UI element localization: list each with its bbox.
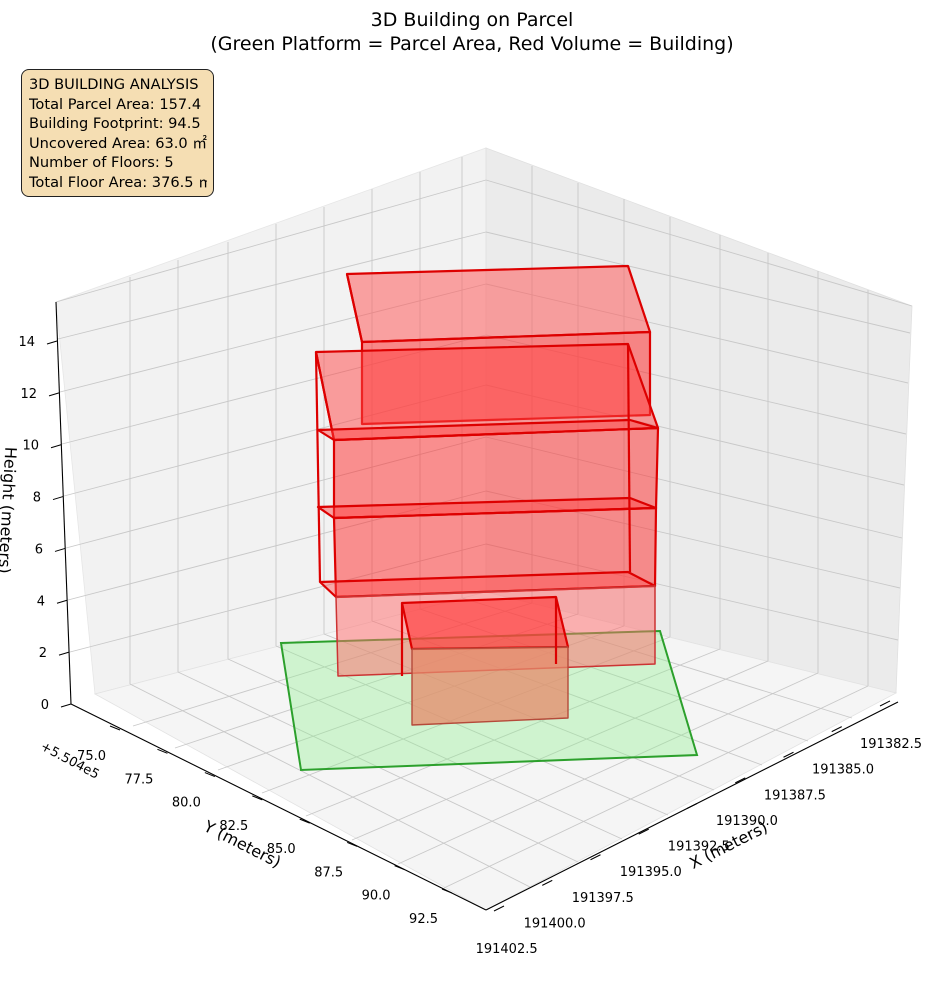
x-tick-3 bbox=[735, 777, 746, 784]
y-tick-5 bbox=[346, 841, 358, 847]
info-box-heading: 3D BUILDING ANALYSIS bbox=[29, 76, 199, 93]
building-analysis-box: 3D BUILDING ANALYSIS Total Parcel Area: … bbox=[21, 69, 214, 197]
z-tick-label-3: 6 bbox=[35, 542, 43, 557]
z-tick-label-5: 10 bbox=[22, 439, 39, 454]
grid-z-left-8 bbox=[55, 179, 487, 303]
z-tick-label-7: 14 bbox=[18, 335, 35, 350]
z-tick-7 bbox=[46, 340, 58, 345]
x-tick-8 bbox=[493, 905, 505, 912]
volume-small-top-face bbox=[400, 595, 570, 651]
y-tick-label-5: 87.5 bbox=[314, 865, 343, 880]
z-tick-1 bbox=[58, 651, 70, 656]
tick-labels: 0 2 4 6 8 10 12 14 75.0 77.5 80.0 82.5 85.0 87.5 90.0 9… bbox=[18, 335, 922, 957]
y-tick-label-0: 75.0 bbox=[77, 749, 106, 764]
z-tick-4 bbox=[52, 496, 64, 501]
grid-x-floor-8 bbox=[443, 685, 869, 889]
grid-y-floor-1 bbox=[129, 683, 531, 888]
chart-title-line-1: 3D Building on Parcel bbox=[371, 9, 574, 31]
y-tick-label-7: 92.5 bbox=[409, 912, 438, 927]
y-tick-4 bbox=[299, 818, 310, 824]
z-axis-ticks bbox=[46, 340, 72, 708]
grid-z-right-7 bbox=[485, 231, 911, 334]
y-tick-0 bbox=[109, 725, 121, 731]
volume-small-front-face bbox=[411, 646, 569, 726]
z-axis-line bbox=[55, 301, 72, 705]
y-tick-label-4: 85.0 bbox=[267, 842, 296, 857]
z-tick-3 bbox=[54, 547, 66, 552]
volume-top-back-face bbox=[345, 264, 652, 344]
x-tick-label-7: 191400.0 bbox=[524, 916, 586, 931]
grid-x-floor-5 bbox=[305, 648, 721, 817]
volume-right-edge bbox=[626, 343, 632, 573]
y-tick-label-6: 90.0 bbox=[362, 889, 391, 904]
info-uncovered-area: Uncovered Area: 63.0 ㎡ bbox=[29, 134, 207, 152]
info-total-floor-area: Total Floor Area: 376.5 ㎡ bbox=[29, 173, 207, 191]
grid-z-left-7 bbox=[57, 231, 487, 340]
volume-upper-back-edge bbox=[314, 351, 322, 583]
x-tick-label-6: 191397.5 bbox=[572, 891, 634, 906]
grid-x-floor-6 bbox=[351, 660, 769, 841]
building-volume bbox=[314, 264, 660, 726]
z-tick-2 bbox=[56, 599, 68, 604]
y-tick-1 bbox=[157, 748, 168, 754]
info-number-of-floors: Number of Floors: 5 bbox=[29, 154, 174, 171]
z-tick-label-2: 4 bbox=[37, 594, 45, 609]
z-tick-label-4: 8 bbox=[33, 491, 41, 506]
y-tick-7 bbox=[441, 888, 453, 894]
info-building-footprint: Building Footprint: 94.5 ㎡ bbox=[29, 115, 207, 132]
x-tick-2 bbox=[783, 751, 794, 758]
z-tick-0 bbox=[60, 703, 72, 708]
grid-y-floor-3 bbox=[227, 658, 623, 840]
z-axis-label: Height (meters) bbox=[0, 446, 20, 574]
z-tick-6 bbox=[48, 392, 60, 397]
x-tick-label-0: 191382.5 bbox=[860, 737, 922, 752]
y-tick-6 bbox=[394, 865, 405, 871]
chart-title: 3D Building on Parcel (Green Platform = … bbox=[210, 9, 733, 55]
y-tick-3 bbox=[252, 795, 263, 801]
x-tick-label-4: 191392.5 bbox=[668, 840, 730, 855]
z-tick-label-6: 12 bbox=[20, 387, 37, 402]
y-tick-2 bbox=[204, 772, 216, 778]
z-tick-5 bbox=[50, 444, 62, 449]
x-tick-0 bbox=[879, 700, 891, 707]
x-tick-label-5: 191395.0 bbox=[620, 865, 682, 880]
grid-x-floor-7 bbox=[397, 672, 819, 865]
y-tick-label-2: 80.0 bbox=[172, 796, 201, 811]
x-tick-6 bbox=[590, 854, 601, 861]
x-tick-7 bbox=[542, 879, 553, 886]
x-tick-label-3: 191390.0 bbox=[716, 814, 778, 829]
x-tick-4 bbox=[686, 803, 698, 809]
volume-middle-top-face bbox=[316, 418, 660, 442]
x-tick-5 bbox=[638, 828, 649, 835]
grid-z-right-8 bbox=[485, 179, 913, 307]
x-tick-label-2: 191387.5 bbox=[764, 788, 826, 803]
x-tick-label-8: 191402.5 bbox=[476, 942, 538, 957]
y-tick-label-1: 77.5 bbox=[124, 772, 153, 787]
z-tick-label-0: 0 bbox=[41, 698, 49, 713]
volume-top-left-edge bbox=[345, 273, 364, 343]
z-tick-label-1: 2 bbox=[39, 646, 47, 661]
chart-title-line-2: (Green Platform = Parcel Area, Red Volum… bbox=[210, 33, 733, 55]
y-axis-line bbox=[70, 703, 487, 911]
info-parcel-area: Total Parcel Area: 157.4 ㎡ bbox=[29, 95, 207, 113]
y-axis-ticks bbox=[109, 725, 453, 894]
y-tick-label-3: 82.5 bbox=[219, 819, 248, 834]
x-tick-1 bbox=[831, 726, 842, 733]
x-axis-ticks bbox=[493, 700, 891, 912]
volume-upper-left-edge bbox=[314, 351, 336, 441]
x-tick-label-1: 191385.0 bbox=[812, 763, 874, 778]
